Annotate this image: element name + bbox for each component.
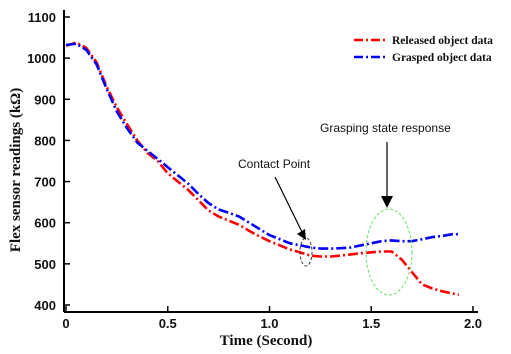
grasped-object-series-line [65,42,459,250]
y-tick-label: 400 [34,298,56,313]
y-axis-title: Flex sensor readings (kΩ) [8,88,24,252]
y-tick-label: 500 [34,257,56,272]
x-tick-label: 1.5 [362,316,380,331]
x-tick-label: 0.5 [159,316,177,331]
axes [63,10,478,313]
annotations: Contact Point Grasping state response [238,121,451,296]
grasping-response-label: Grasping state response [320,121,451,135]
y-tick-label: 600 [34,216,56,231]
y-tick-label: 800 [34,133,56,148]
legend: Released object data Grasped object data [354,35,493,64]
y-tick-label: 1000 [27,51,56,66]
contact-point-arrowhead [297,229,306,240]
contact-point-arrow [274,176,304,235]
y-axis-ticks: 400 500 600 700 800 900 1000 1100 [27,10,70,313]
contact-point-label: Contact Point [238,157,311,171]
x-tick-label: 1.0 [260,316,278,331]
x-axis-ticks: 0 0.5 1.0 1.5 2.0 [62,306,482,331]
legend-label-released: Released object data [392,35,493,47]
x-tick-label: 0 [62,316,69,331]
x-axis-title: Time (Second) [220,333,313,349]
legend-label-grasped: Grasped object data [392,52,492,64]
released-object-series-line [65,41,460,296]
x-tick-label: 2.0 [464,316,482,331]
y-tick-label: 900 [34,92,56,107]
grasping-response-arrowhead [381,196,393,208]
y-tick-label: 700 [34,175,56,190]
series-layer [65,41,460,296]
y-tick-label: 1100 [28,10,56,25]
contact-point-marker [299,237,313,267]
grasping-response-marker [365,208,413,296]
